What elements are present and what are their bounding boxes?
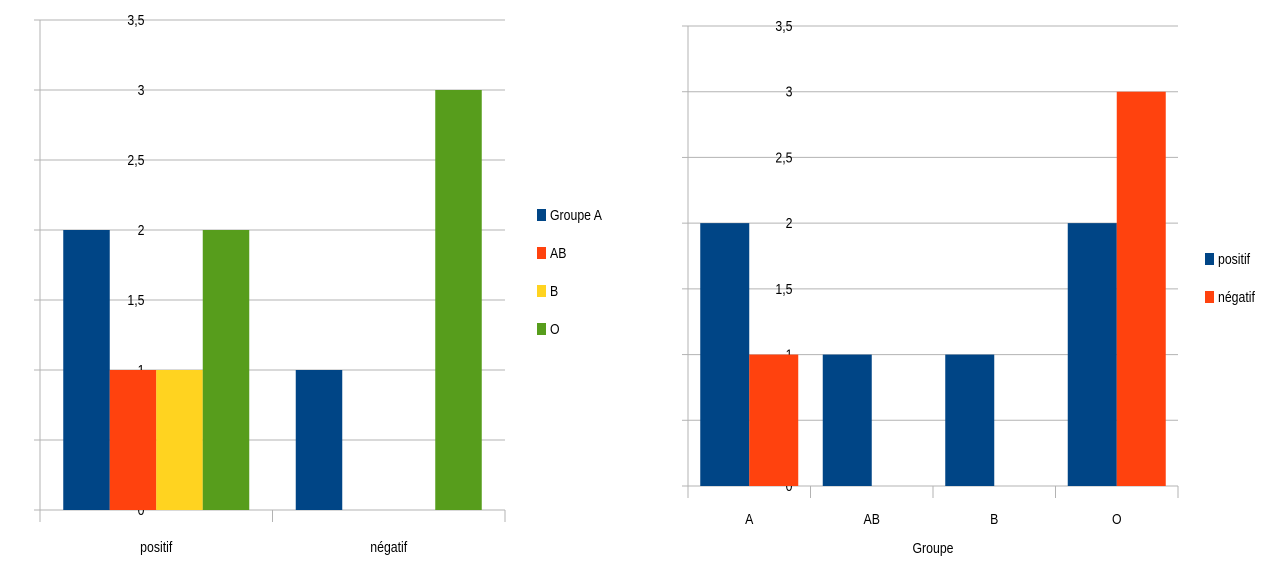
legend-label: Groupe A <box>550 207 603 223</box>
legend-swatch <box>537 209 546 221</box>
x-tick-label: négatif <box>370 539 407 555</box>
legend-label: B <box>550 283 558 299</box>
bar <box>435 90 482 510</box>
bar <box>1116 91 1166 486</box>
bar <box>156 370 203 510</box>
chart-2: 00,511,522,533,5AABBOGroupepositifnégati… <box>682 18 1255 556</box>
legend-label: AB <box>550 245 566 261</box>
legend-swatch <box>1205 291 1214 303</box>
y-tick-label: 1,5 <box>127 292 144 308</box>
legend-swatch <box>537 285 546 297</box>
bar <box>295 370 343 510</box>
y-tick-label: 3,5 <box>775 18 792 34</box>
x-tick-label: O <box>1112 511 1122 527</box>
legend-label: O <box>550 321 560 337</box>
x-tick-label: B <box>990 511 998 527</box>
bar <box>202 230 250 510</box>
y-tick-label: 2,5 <box>127 152 144 168</box>
y-tick-label: 3 <box>138 82 145 98</box>
x-tick-label: A <box>745 511 754 527</box>
y-tick-label: 3,5 <box>127 12 144 28</box>
bar <box>749 354 799 486</box>
bar <box>822 354 872 486</box>
y-tick-label: 2 <box>786 215 793 231</box>
legend-swatch <box>537 247 546 259</box>
bar <box>63 230 110 510</box>
legend-swatch <box>537 323 546 335</box>
bar <box>700 223 750 486</box>
legend-label: négatif <box>1218 289 1255 305</box>
y-tick-label: 2 <box>138 222 145 238</box>
x-axis-title: Groupe <box>913 540 954 556</box>
bar <box>109 370 157 510</box>
y-tick-label: 2,5 <box>775 149 792 165</box>
x-tick-label: AB <box>864 511 880 527</box>
bar <box>1067 223 1117 486</box>
y-tick-label: 1,5 <box>775 281 792 297</box>
y-tick-label: 0 <box>786 478 793 494</box>
legend-swatch <box>1205 253 1214 265</box>
legend-label: positif <box>1218 251 1250 267</box>
bar <box>945 354 995 486</box>
x-tick-label: positif <box>140 539 172 555</box>
y-tick-label: 3 <box>786 84 793 100</box>
y-tick-label: 0 <box>138 502 145 518</box>
